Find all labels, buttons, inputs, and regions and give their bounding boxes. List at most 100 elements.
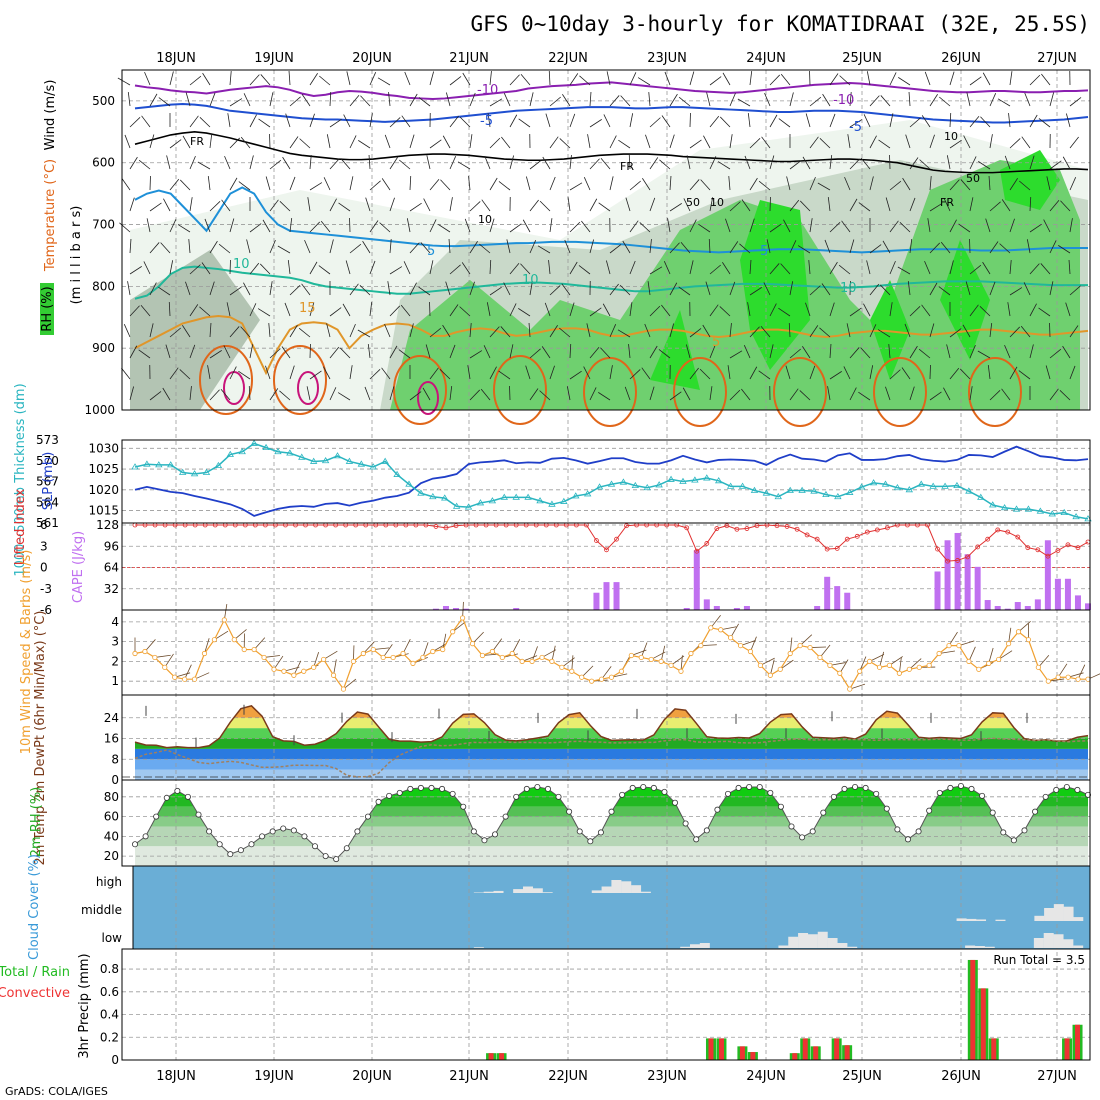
upper-wind-barb [265, 365, 271, 380]
wind-speed-point [549, 658, 555, 665]
date-label-bottom-18JUN: 18JUN [156, 1069, 196, 1084]
upper-wind-barb [789, 92, 794, 107]
upper-wind-barb [360, 95, 371, 107]
upper-wind-barb [388, 92, 391, 107]
upper-wind-barb [429, 71, 435, 86]
upper-wind-barb [529, 348, 541, 359]
cloud-high-label: high [96, 875, 122, 889]
wind-speed-point [489, 648, 495, 655]
cloud-middle-cell [956, 918, 967, 921]
rh-tick: 60 [104, 810, 119, 824]
wind-speed-point [867, 658, 873, 665]
upper-wind-barb [729, 323, 732, 338]
upper-wind-barb [702, 324, 711, 338]
upper-wind-barb [189, 75, 202, 86]
upper-wind-barb [146, 218, 151, 233]
upper-wind-barb [269, 199, 279, 212]
wind-tick: 2 [111, 654, 119, 668]
upper-wind-barb [709, 344, 716, 359]
upper-wind-barb [358, 140, 371, 149]
wind-speed-point [281, 668, 287, 674]
upper-wind-barb [1009, 218, 1015, 233]
cloud-middle-cell [1044, 908, 1055, 921]
precip-convective-bar [718, 1038, 724, 1060]
upper-wind-barb [542, 156, 551, 170]
cloud-high-cell [542, 892, 553, 893]
li-point [814, 536, 820, 542]
upper-wind-barb [529, 160, 542, 170]
li-tick: -6 [40, 603, 52, 617]
upper-wind-barb [320, 220, 331, 233]
upper-wind-barb [277, 245, 291, 254]
upper-wind-barb [149, 391, 162, 401]
upper-wind-barb [117, 77, 131, 86]
upper-wind-barb [689, 367, 699, 380]
cloud-high-cell [483, 891, 494, 893]
upper-wind-barb [749, 218, 755, 233]
cloud-low-cell [847, 946, 858, 948]
thickness-point [190, 470, 199, 477]
thickness-point [691, 476, 699, 483]
upper-wind-barb [1049, 160, 1062, 170]
upper-wind-barb [901, 367, 911, 380]
wind-speed-point [986, 660, 992, 666]
upper-wind-barb [197, 161, 211, 170]
surface-wind-barb [422, 642, 429, 658]
upper-wind-barb [243, 282, 251, 296]
wind-speed-point [638, 654, 644, 661]
upper-wind-barb [629, 220, 639, 233]
upper-wind-barb [329, 198, 337, 212]
precip-convective-bar [813, 1046, 819, 1060]
upper-wind-barb [982, 261, 991, 275]
upper-wind-barb [689, 328, 702, 338]
wind-speed-point [499, 654, 505, 661]
upper-wind-barb [924, 260, 931, 275]
wind-speed-point [420, 654, 426, 661]
cape-bar [834, 586, 841, 610]
thickness-point [786, 486, 794, 493]
upper-wind-barb [939, 96, 951, 107]
thickness-point [965, 487, 973, 494]
upper-wind-barb [289, 136, 299, 149]
wind-speed-point [301, 668, 307, 674]
cape-bar [844, 592, 851, 610]
thickness-point [929, 482, 937, 489]
upper-wind-barb [1024, 92, 1031, 107]
cloud-middle-cell [1034, 915, 1045, 921]
upper-wind-barb [929, 176, 932, 191]
upper-wind-barb [189, 304, 199, 317]
rh-point [1021, 827, 1028, 834]
upper-wind-barb [1069, 325, 1079, 338]
surface-wind-barb [541, 649, 557, 658]
upper-wind-barb [758, 180, 771, 191]
upper-wind-barb [824, 239, 831, 254]
upper-wind-barb [685, 344, 691, 359]
date-label-top-20JUN: 20JUN [352, 51, 392, 66]
upper-wind-barb [229, 326, 240, 338]
upper-wind-barb [747, 302, 751, 317]
li-point [1005, 529, 1011, 535]
upper-wind-barb [722, 262, 731, 275]
upper-wind-barb [549, 96, 561, 107]
temp-tick: 16 [104, 732, 119, 746]
upper-wind-barb [863, 114, 871, 128]
upper-wind-barb [969, 344, 976, 359]
thickness-point [298, 453, 306, 460]
upper-wind-barb [729, 241, 739, 254]
li-point [1035, 547, 1041, 553]
upper-wind-barb [708, 238, 711, 254]
upper-wind-barb [209, 389, 220, 401]
dewpoint-line [134, 737, 1089, 778]
upper-wind-barb [949, 260, 954, 275]
upper-wind-barb [838, 264, 851, 275]
li-point [965, 554, 971, 560]
upper-wind-barb [709, 76, 722, 86]
upper-wind-barb [904, 323, 911, 338]
isotherm-25-loop-2 [417, 381, 439, 415]
upper-wind-barb [905, 134, 911, 149]
surface-wind-barb [432, 643, 447, 652]
wind-speed-point [976, 666, 982, 672]
rh-point [555, 793, 562, 800]
cape-bar [824, 576, 831, 610]
upper-wind-barb [847, 134, 851, 149]
